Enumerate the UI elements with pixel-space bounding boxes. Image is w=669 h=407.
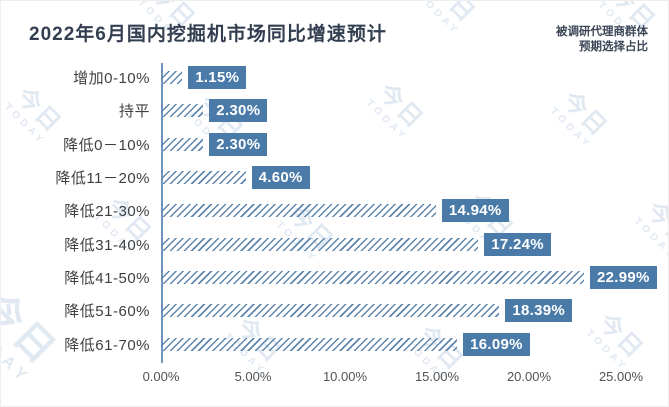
category-label: 降低31-40% <box>64 236 150 254</box>
bar <box>161 137 204 151</box>
bar-track: 2.30% <box>161 94 668 127</box>
category-label: 降低0－10% <box>63 136 150 154</box>
bar <box>161 304 500 318</box>
x-axis-tick-label: 25.00% <box>598 369 644 384</box>
value-badge: 16.09% <box>463 332 530 356</box>
bar-row: 降低51-60% 18.39% <box>1 294 668 327</box>
x-axis-tick-label: 10.00% <box>322 369 368 384</box>
bar-row: 降低21-30% 14.94% <box>1 194 668 227</box>
bar-track: 18.39% <box>161 294 668 327</box>
bar-track: 2.30% <box>161 128 668 161</box>
value-badge: 1.15% <box>188 66 247 90</box>
value-badge: 14.94% <box>441 199 509 223</box>
value-badge: 4.60% <box>251 166 310 190</box>
chart-title: 2022年6月国内挖掘机市场同比增速预计 <box>29 24 387 45</box>
value-badge: 2.30% <box>209 132 268 156</box>
bar-track: 22.99% <box>161 261 668 294</box>
bar <box>161 171 246 185</box>
bar <box>161 337 458 351</box>
x-axis-tick-label: 5.00% <box>234 369 272 384</box>
bar-row: 持平 2.30% <box>1 94 668 127</box>
category-label: 持平 <box>118 103 150 121</box>
value-badge: 18.39% <box>505 299 573 323</box>
bar-row: 增加0-10% 1.15% <box>1 61 668 94</box>
category-label: 降低61-70% <box>64 336 150 354</box>
bar <box>161 270 584 284</box>
bar-track: 1.15% <box>161 61 668 94</box>
annotation-line-1: 被调研代理商群体 <box>556 26 648 38</box>
category-label: 增加0-10% <box>73 70 150 88</box>
bar <box>161 204 436 218</box>
x-axis: 0.00% 5.00% 10.00% 15.00% 20.00% 25.00% <box>1 369 668 389</box>
value-badge: 2.30% <box>209 99 268 123</box>
annotation-line-2: 预期选择占比 <box>579 41 648 53</box>
bar <box>161 71 183 85</box>
x-axis-tick-label: 15.00% <box>414 369 460 384</box>
bar-row: 降低41-50% 22.99% <box>1 261 668 294</box>
bar-track: 14.94% <box>161 194 668 227</box>
category-label: 降低21-30% <box>64 203 150 221</box>
bar-track: 17.24% <box>161 227 668 260</box>
category-label: 降低11－20% <box>55 170 150 188</box>
category-label: 降低51-60% <box>64 303 150 321</box>
category-label: 降低41-50% <box>64 269 150 287</box>
chart-annotation: 被调研代理商群体 预期选择占比 <box>556 25 648 55</box>
x-axis-tick-label: 0.00% <box>142 369 180 384</box>
bar-rows: 增加0-10% 1.15% 持平 2.30% 降低0－10% 2.30% 降低11－20% 4… <box>1 61 668 361</box>
x-axis-tick-label: 20.00% <box>506 369 552 384</box>
bar-row: 降低31-40% 17.24% <box>1 227 668 260</box>
bar <box>161 104 204 118</box>
bar-row: 降低61-70% 16.09% <box>1 327 668 360</box>
value-badge: 17.24% <box>484 232 551 256</box>
value-badge: 22.99% <box>590 265 657 289</box>
bar-row: 降低11－20% 4.60% <box>1 161 668 194</box>
bar-track: 4.60% <box>161 161 668 194</box>
bar-track: 16.09% <box>161 327 668 360</box>
bar <box>161 237 479 251</box>
bar-row: 降低0－10% 2.30% <box>1 128 668 161</box>
